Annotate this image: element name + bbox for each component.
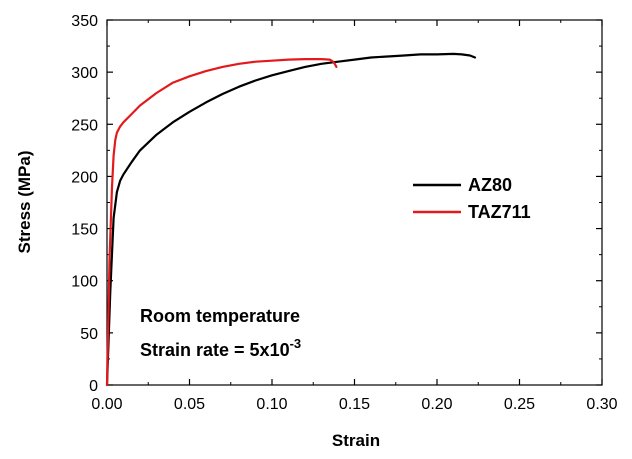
x-tick-label: 0.10 xyxy=(256,396,287,413)
y-axis-title: Stress (MPa) xyxy=(15,151,34,254)
series-line-az80 xyxy=(105,52,477,387)
y-tick-label: 200 xyxy=(71,169,98,186)
legend: AZ80 TAZ711 xyxy=(413,175,531,222)
y-tick-label: 0 xyxy=(89,378,98,395)
x-tick-label: 0.00 xyxy=(91,396,122,413)
x-axis-title: Strain xyxy=(332,431,380,450)
legend-label-taz711: TAZ711 xyxy=(468,202,531,222)
y-tick-label: 100 xyxy=(71,274,98,291)
series-layer xyxy=(105,52,477,387)
x-tick-label: 0.20 xyxy=(421,396,452,413)
x-tick-label: 0.05 xyxy=(174,396,205,413)
series-line-taz711 xyxy=(105,57,338,387)
y-tick-label: 50 xyxy=(80,326,98,343)
x-tick-label: 0.25 xyxy=(504,396,535,413)
y-tick-label: 300 xyxy=(71,65,98,82)
y-tick-label: 150 xyxy=(71,222,98,239)
legend-label-az80: AZ80 xyxy=(468,175,512,195)
x-ticks: 0.00 0.05 0.10 0.15 0.20 0.25 0.30 xyxy=(91,20,618,413)
x-tick-label: 0.30 xyxy=(586,396,617,413)
annotation-strain-rate: Strain rate = 5x10-3 xyxy=(140,336,301,360)
annotation-strain-rate-base: Strain rate = 5x10 xyxy=(140,340,290,360)
annotation-room-temperature: Room temperature xyxy=(140,306,300,326)
y-tick-label: 350 xyxy=(71,13,98,30)
y-tick-label: 250 xyxy=(71,117,98,134)
x-tick-label: 0.15 xyxy=(339,396,370,413)
y-ticks: 0 50 100 150 200 250 300 350 xyxy=(71,13,602,395)
annotation-strain-rate-exponent: -3 xyxy=(290,336,302,351)
